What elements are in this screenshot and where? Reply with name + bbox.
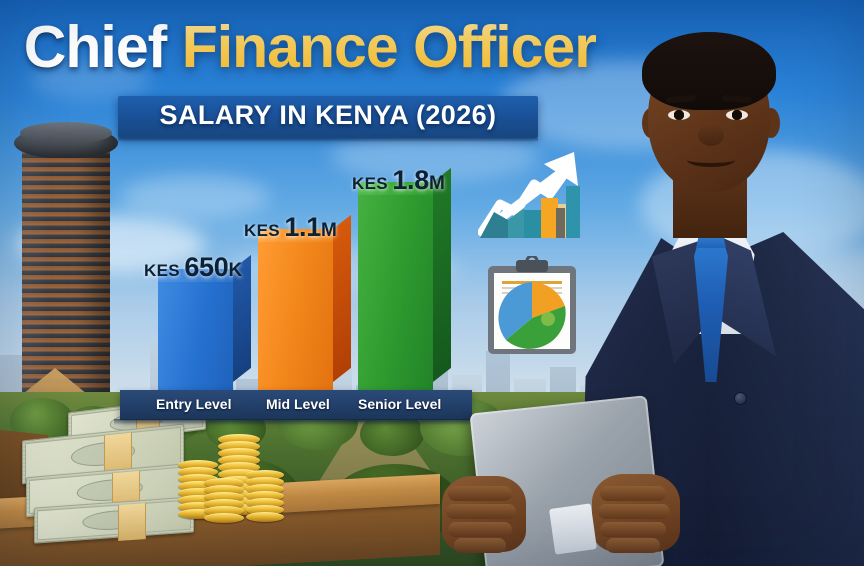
hand-left <box>442 476 526 553</box>
kicc-tower <box>14 118 118 408</box>
nose <box>698 124 724 146</box>
currency-code: KES <box>352 174 388 193</box>
bar-front-face <box>358 195 433 395</box>
amount-unit: M <box>320 220 337 241</box>
clipboard-pie-chart-icon <box>486 254 578 356</box>
bar-top-face <box>258 229 333 243</box>
bar-front-face <box>258 242 333 395</box>
jacket-button <box>734 392 747 405</box>
gold-coin-stack-mid <box>178 460 218 524</box>
subtitle-banner <box>118 96 538 142</box>
businessman-portrait <box>442 0 864 566</box>
page-subtitle: SALARY IN KENYA (2026) <box>159 100 497 130</box>
amount-unit: K <box>228 260 243 281</box>
amount-value: 650 <box>184 252 229 282</box>
bar-label-entry-level: KES 650K <box>144 252 242 283</box>
currency-code: KES <box>144 261 180 280</box>
amount-value: 1.8 <box>392 165 429 195</box>
category-label-senior-level: Senior Level <box>358 396 442 412</box>
title-word-gold: Finance Officer <box>181 14 598 80</box>
amount-value: 1.1 <box>284 212 321 242</box>
bar-top-face <box>158 269 233 283</box>
page-title: Chief Finance Officer <box>0 18 620 77</box>
amount-unit: M <box>428 173 445 194</box>
bar-side-face <box>433 167 451 382</box>
growth-arrow-chart-icon <box>477 146 583 238</box>
pupil-left <box>674 110 683 119</box>
bar-label-senior-level: KES 1.8M <box>352 165 445 196</box>
title-block: Chief Finance Officer <box>0 18 620 77</box>
category-label-mid-level: Mid Level <box>266 396 330 412</box>
gold-coin-stack-front <box>204 478 244 532</box>
shirt-cuff <box>549 503 597 555</box>
mouth-smile <box>687 153 735 167</box>
pupil-right <box>732 110 741 119</box>
hand-right <box>592 474 680 553</box>
bar-front-face <box>158 282 233 395</box>
chart-axis-band <box>114 390 478 425</box>
title-word-white: Chief <box>23 14 167 80</box>
cloud <box>120 175 270 219</box>
cloud <box>30 60 150 100</box>
salary-bar-chart: KES 650K KES 1.1M KES 1.8M Entry Level M… <box>114 165 478 425</box>
hair <box>642 32 776 110</box>
category-label-entry-level: Entry Level <box>156 396 232 412</box>
bar-label-mid-level: KES 1.1M <box>244 212 337 243</box>
bar-top-face <box>358 182 433 196</box>
gold-coin-stack-right <box>246 470 284 526</box>
currency-code: KES <box>244 221 280 240</box>
